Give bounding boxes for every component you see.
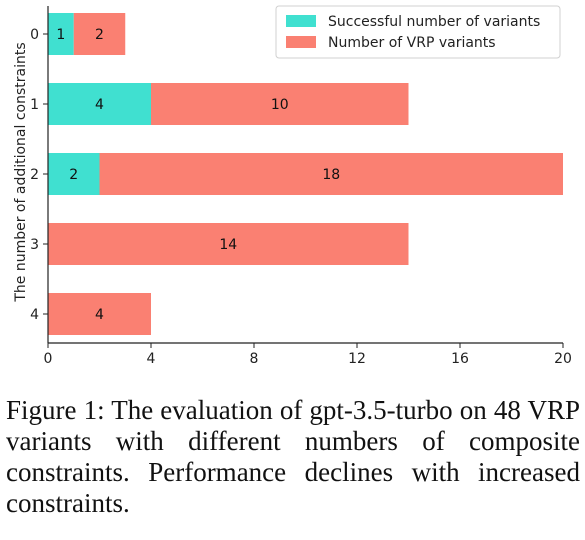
bar-label-2-series-0: 2 <box>69 167 78 183</box>
y-tick-label-2: 2 <box>30 167 39 183</box>
legend-label-1: Number of VRP variants <box>328 35 496 51</box>
x-tick-label-4: 4 <box>147 351 156 367</box>
bar-label-1-series-1: 10 <box>271 97 289 113</box>
legend-label-0: Successful number of variants <box>328 14 540 30</box>
legend-swatch-1 <box>286 36 316 48</box>
bar-2-series-1 <box>99 153 563 195</box>
x-tick-label-16: 16 <box>451 351 469 367</box>
legend: Successful number of variants Number of V… <box>275 5 561 59</box>
x-tick-label-12: 12 <box>348 351 366 367</box>
legend-swatch-0 <box>286 15 316 27</box>
bar-label-2-series-1: 18 <box>322 167 340 183</box>
y-tick-label-1: 1 <box>30 97 39 113</box>
bar-0-series-1 <box>73 13 126 55</box>
x-tick-label-0: 0 <box>44 351 53 367</box>
bars-layer <box>48 13 563 335</box>
x-tick-label-20: 20 <box>554 351 572 367</box>
bar-label-4-series-1: 4 <box>95 307 104 323</box>
bar-3-series-1 <box>48 223 409 265</box>
bar-label-0-series-1: 2 <box>95 27 104 43</box>
bar-4-series-1 <box>48 293 151 335</box>
bar-label-0-series-0: 1 <box>56 27 65 43</box>
y-tick-label-3: 3 <box>30 237 39 253</box>
figure-caption: Figure 1: The evaluation of gpt-3.5-turb… <box>6 395 580 518</box>
bar-label-3-series-1: 14 <box>219 237 237 253</box>
bar-2-series-0 <box>48 153 100 195</box>
legend-frame <box>275 5 561 59</box>
bar-1-series-0 <box>48 83 151 125</box>
bar-0-series-0 <box>48 13 74 55</box>
y-tick-label-0: 0 <box>30 27 39 43</box>
bar-label-1-series-0: 4 <box>95 97 104 113</box>
y-tick-label-4: 4 <box>30 307 39 323</box>
x-tick-label-8: 8 <box>250 351 259 367</box>
bar-1-series-1 <box>151 83 409 125</box>
y-axis-label: The number of additional constraints <box>13 42 29 302</box>
bar-labels-layer: 1 2 4 10 2 18 14 4 <box>56 27 340 323</box>
